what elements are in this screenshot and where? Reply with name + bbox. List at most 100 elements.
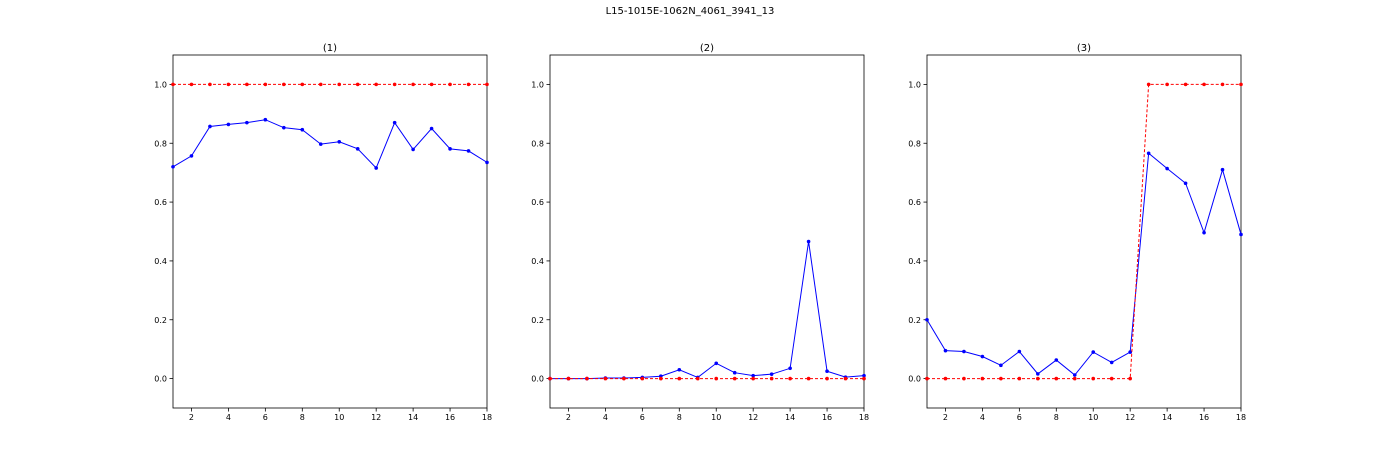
x-tick-label: 2: [943, 413, 948, 422]
ground-truth-point: [548, 376, 552, 381]
prediction-point: [263, 117, 268, 122]
ground-truth-point: [337, 82, 342, 87]
ground-truth-point: [659, 376, 663, 381]
prediction-point: [714, 361, 719, 366]
ground-truth-point: [466, 82, 471, 87]
ground-truth-line: [927, 83, 1241, 380]
ground-truth-point: [862, 376, 866, 381]
prediction-line: [926, 152, 1242, 376]
ground-truth-point: [1165, 82, 1169, 87]
x-tick-label: 18: [482, 413, 492, 422]
chart-title: (3): [1077, 43, 1091, 54]
y-tick-label: 0.8: [908, 139, 921, 148]
prediction-point: [999, 363, 1003, 368]
plot-frame: [549, 54, 865, 409]
x-tick-label: 10: [711, 413, 721, 422]
prediction-point: [282, 125, 286, 130]
ground-truth-point: [392, 82, 397, 87]
y-tick-label: 0.2: [908, 316, 921, 325]
ground-truth-point: [448, 82, 452, 87]
prediction-point: [171, 164, 175, 169]
prediction-point: [392, 120, 397, 125]
prediction-point: [1220, 167, 1225, 172]
ground-truth-point: [171, 82, 175, 87]
x-tick-label: 14: [785, 413, 795, 422]
y-tick-label: 0.2: [531, 316, 544, 325]
x-tick-label: 4: [226, 413, 231, 422]
x-tick-label: 4: [603, 413, 608, 422]
ground-truth-point: [695, 376, 700, 381]
ground-truth-point: [374, 82, 378, 87]
chart-title: (2): [700, 43, 714, 54]
x-tick-label: 6: [640, 413, 645, 422]
ground-truth-point: [751, 376, 755, 381]
chart-3: (3) 0.0 0.2 0.4 0.6 0.8 1.0 2 4 6 8 10 12 14 16 18: [908, 43, 1246, 422]
prediction-point: [925, 317, 929, 322]
ground-truth-point: [429, 82, 434, 87]
prediction-point: [1165, 166, 1169, 171]
prediction-point: [300, 127, 305, 132]
ground-truth-point: [208, 82, 212, 87]
y-tick-label: 0.0: [531, 375, 544, 384]
prediction-point: [1036, 372, 1040, 376]
prediction-point: [337, 139, 342, 144]
chart-title: (1): [323, 43, 337, 54]
ground-truth-point: [485, 82, 489, 87]
ground-truth-point: [585, 376, 589, 381]
x-tick-label: 16: [822, 413, 832, 422]
prediction-point: [677, 367, 682, 372]
ground-truth-point: [843, 376, 848, 381]
x-tick-label: 10: [334, 413, 344, 422]
x-tick-label: 14: [1162, 413, 1172, 422]
ground-truth-point: [1072, 376, 1077, 381]
prediction-point: [374, 166, 378, 170]
x-tick-label: 16: [1199, 413, 1209, 422]
prediction-point: [788, 366, 792, 371]
ground-truth-point: [189, 82, 194, 87]
ground-truth-point: [300, 82, 305, 87]
prediction-point: [355, 147, 360, 151]
ground-truth-point: [962, 376, 966, 381]
x-tick-label: 12: [371, 413, 381, 422]
ground-truth-point: [825, 376, 829, 381]
prediction-point: [751, 373, 755, 378]
x-tick-label: 18: [859, 413, 869, 422]
ground-truth-point: [788, 376, 792, 381]
ground-truth-point: [732, 376, 737, 381]
ground-truth-point: [1017, 376, 1022, 381]
y-tick-label: 1.0: [154, 80, 167, 89]
y-tick-label: 0.4: [908, 257, 921, 266]
y-tick-label: 1.0: [531, 80, 544, 89]
ground-truth-point: [999, 376, 1003, 381]
y-tick-label: 0.6: [531, 198, 544, 207]
prediction-point: [1128, 350, 1132, 354]
prediction-point: [1146, 151, 1151, 156]
x-tick-label: 10: [1088, 413, 1098, 422]
x-tick-label: 12: [1125, 413, 1135, 422]
ground-truth-point: [1036, 376, 1040, 381]
prediction-point: [825, 369, 829, 374]
prediction-point: [448, 147, 452, 151]
y-tick-label: 0.6: [908, 198, 921, 207]
prediction-point: [1072, 373, 1077, 377]
x-tick-label: 8: [1054, 413, 1059, 422]
x-tick-label: 2: [566, 413, 571, 422]
prediction-point: [226, 122, 231, 127]
figure-title: L15-1015E-1062N_4061_3941_13: [605, 6, 775, 17]
prediction-point: [208, 124, 212, 129]
prediction-point: [1239, 232, 1243, 237]
prediction-point: [1091, 350, 1096, 354]
ground-truth-point: [980, 376, 985, 381]
ground-truth-point: [925, 376, 929, 381]
ground-truth-point: [355, 82, 360, 87]
ground-truth-point: [318, 82, 323, 87]
x-tick-label: 14: [408, 413, 418, 422]
y-tick-label: 0.8: [531, 139, 544, 148]
x-tick-label: 12: [748, 413, 758, 422]
x-tick-label: 18: [1236, 413, 1246, 422]
ground-truth-point: [603, 376, 608, 381]
ground-truth-point: [226, 82, 231, 87]
ground-truth-point: [943, 376, 948, 381]
